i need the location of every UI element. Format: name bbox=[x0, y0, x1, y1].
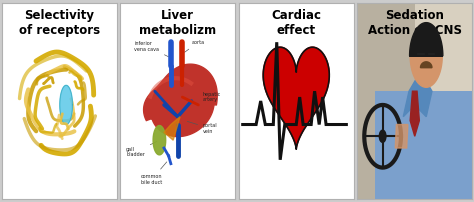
Polygon shape bbox=[153, 125, 166, 155]
Polygon shape bbox=[410, 25, 442, 87]
Text: portal
vein: portal vein bbox=[187, 121, 218, 134]
Polygon shape bbox=[164, 117, 180, 140]
Text: inferior
vena cava: inferior vena cava bbox=[134, 41, 168, 57]
Text: common
bile duct: common bile duct bbox=[141, 162, 167, 185]
Text: gall
bladder: gall bladder bbox=[126, 141, 157, 157]
Text: Liver
metabolizm: Liver metabolizm bbox=[139, 9, 216, 37]
Bar bbox=[374, 91, 472, 199]
Circle shape bbox=[379, 129, 387, 143]
Polygon shape bbox=[60, 85, 73, 124]
Polygon shape bbox=[410, 91, 419, 136]
Text: Selectivity
of receptors: Selectivity of receptors bbox=[18, 9, 100, 37]
Text: Sedation
Action on CNS: Sedation Action on CNS bbox=[368, 9, 462, 37]
Polygon shape bbox=[420, 62, 432, 68]
Polygon shape bbox=[263, 47, 329, 149]
Polygon shape bbox=[395, 124, 408, 148]
Polygon shape bbox=[403, 72, 432, 117]
Polygon shape bbox=[144, 64, 217, 137]
Bar bbox=[415, 3, 472, 91]
Text: hepatic
artery: hepatic artery bbox=[196, 92, 221, 104]
Text: aorta: aorta bbox=[184, 40, 205, 52]
Polygon shape bbox=[410, 23, 443, 56]
Text: Cardiac
effect: Cardiac effect bbox=[271, 9, 321, 37]
